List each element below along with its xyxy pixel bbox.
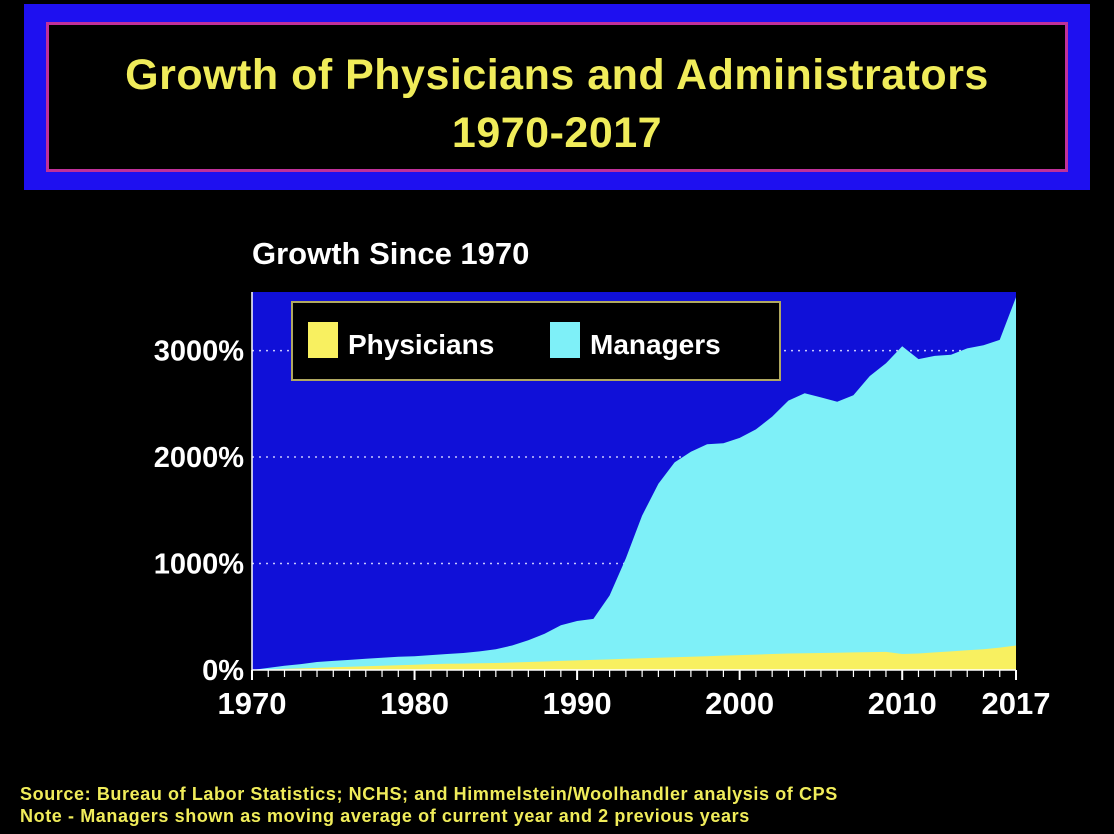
x-tick-label: 1980 <box>380 686 449 721</box>
slide-title-years: 1970-2017 <box>451 109 663 157</box>
title-box: Growth of Physicians and Administrators … <box>46 22 1068 172</box>
y-tick-label: 0% <box>202 655 244 687</box>
legend-swatch-physicians <box>308 322 338 358</box>
legend-label-physicians: Physicians <box>348 329 494 360</box>
slide-title: Growth of Physicians and Administrators <box>125 51 989 99</box>
x-tick-label: 2010 <box>868 686 937 721</box>
method-note: Note - Managers shown as moving average … <box>20 806 750 826</box>
x-tick-label: 2017 <box>982 686 1051 721</box>
y-tick-label: 3000% <box>154 336 245 368</box>
source-note: Source: Bureau of Labor Statistics; NCHS… <box>20 784 838 804</box>
y-tick-label: 1000% <box>154 549 245 581</box>
series-area-physicians <box>252 645 1016 670</box>
y-tick-label: 2000% <box>154 442 245 474</box>
legend-swatch-managers <box>550 322 580 358</box>
series-area-managers <box>252 297 1016 670</box>
legend-label-managers: Managers <box>590 329 721 360</box>
x-tick-label: 1990 <box>543 686 612 721</box>
title-banner: Growth of Physicians and Administrators … <box>24 4 1090 190</box>
chart-title: Growth Since 1970 <box>252 236 530 271</box>
legend-box <box>291 301 781 381</box>
x-tick-label: 1970 <box>218 686 287 721</box>
x-tick-label: 2000 <box>705 686 774 721</box>
